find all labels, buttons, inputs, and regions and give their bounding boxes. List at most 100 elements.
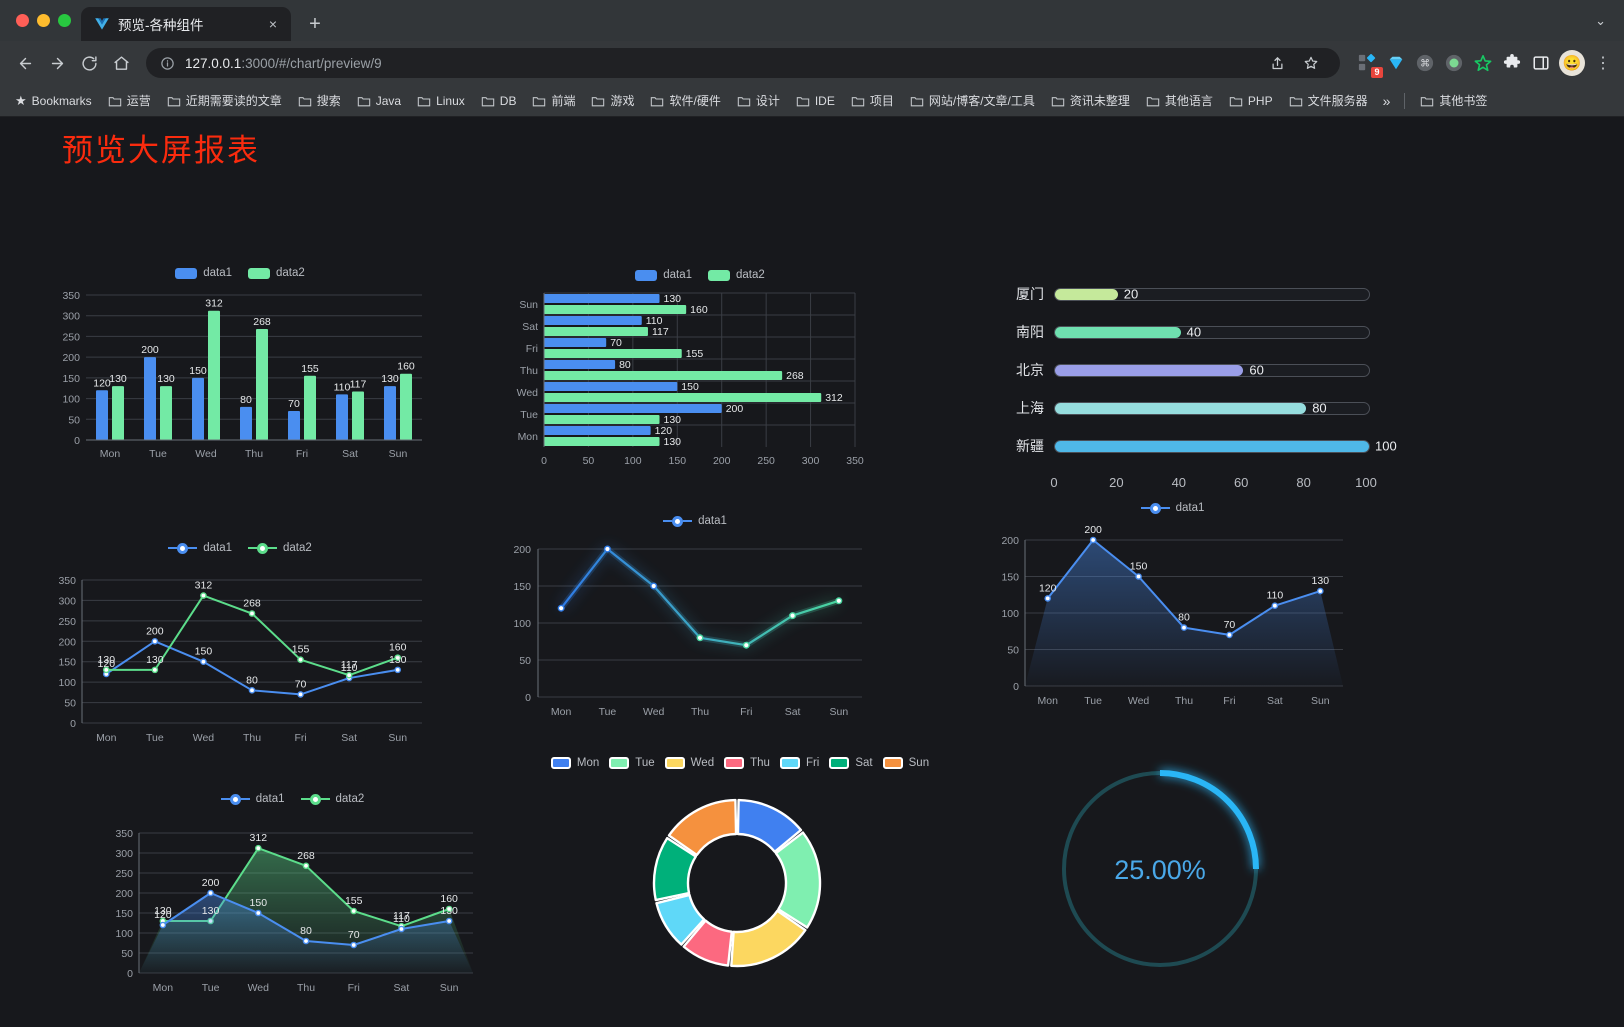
- address-bar[interactable]: 127.0.0.1:3000/#/chart/preview/9: [146, 48, 1340, 78]
- donut-legend-item[interactable]: Thu: [724, 757, 770, 769]
- donut-segment-Thu[interactable]: [682, 919, 733, 967]
- info-circle-icon[interactable]: [160, 56, 175, 71]
- axis-tick-label: 250: [115, 868, 133, 880]
- bookmark-item[interactable]: 其他语言: [1139, 89, 1220, 112]
- share-icon[interactable]: [1262, 48, 1292, 78]
- star-extension-icon[interactable]: [1472, 52, 1494, 74]
- data-point: [603, 545, 611, 553]
- sidepanel-icon[interactable]: [1530, 52, 1552, 74]
- reload-button[interactable]: [74, 48, 104, 78]
- axis-tick-label: Tue: [1084, 695, 1102, 707]
- bookmark-item[interactable]: 设计: [730, 89, 787, 112]
- area-chart-single: data1 0 50 100 150 200 120 200 150 80 70 110 130 Mon…: [985, 502, 1360, 717]
- profile-avatar[interactable]: 😀: [1559, 50, 1585, 76]
- minimize-window-button[interactable]: [37, 14, 50, 27]
- data-value-label: 155: [345, 895, 363, 907]
- axis-tick-label: 300: [802, 455, 820, 467]
- legend-dot-data1: [672, 515, 684, 527]
- donut-svg: [652, 798, 822, 968]
- bookmark-item[interactable]: 资讯未整理: [1044, 89, 1137, 112]
- star-outline-icon[interactable]: [1296, 48, 1326, 78]
- bookmarks-root[interactable]: ★ Bookmarks: [8, 90, 99, 112]
- bookmark-item[interactable]: 文件服务器: [1282, 89, 1375, 112]
- axis-tick-label: Wed: [193, 732, 215, 744]
- data-point: [200, 592, 207, 599]
- tab-close-button[interactable]: ×: [268, 16, 278, 32]
- bookmark-item[interactable]: 网站/博客/文章/工具: [903, 89, 1042, 112]
- donut-segment-Sun[interactable]: [667, 798, 738, 857]
- data-value-label: 200: [1084, 524, 1102, 536]
- legend-item-data1[interactable]: data1: [635, 269, 692, 281]
- other-bookmarks-folder[interactable]: 其他书签: [1413, 89, 1494, 112]
- axis-tick-label: 350: [62, 290, 80, 302]
- legend-item-data1[interactable]: data1: [168, 542, 232, 554]
- bookmark-label: 近期需要读的文章: [185, 94, 282, 108]
- legend-item-data1[interactable]: data1: [1140, 502, 1204, 514]
- donut-legend-item[interactable]: Tue: [609, 757, 655, 769]
- data-point: [1089, 536, 1097, 544]
- bookmark-item[interactable]: Linux: [410, 91, 472, 111]
- donut-legend-item[interactable]: Sat: [829, 757, 873, 769]
- folder-icon: [481, 94, 495, 108]
- data-value-label: 117: [341, 659, 358, 671]
- legend-item-data1[interactable]: data1: [220, 793, 285, 805]
- axis-tick-label: Sat: [1267, 695, 1283, 707]
- donut-segment-Sat[interactable]: [652, 836, 697, 902]
- donut-legend-swatch: [829, 757, 850, 769]
- grid-extension-icon[interactable]: 9: [1356, 52, 1383, 78]
- axis-tick-label: Sat: [785, 706, 801, 718]
- bookmark-item[interactable]: PHP: [1222, 91, 1280, 111]
- bookmark-item[interactable]: 软件/硬件: [643, 89, 727, 112]
- donut-legend-item[interactable]: Sun: [882, 757, 929, 769]
- bookmark-item[interactable]: DB: [474, 91, 524, 111]
- bookmark-item[interactable]: 前端: [525, 89, 582, 112]
- legend-item-data1[interactable]: data1: [175, 267, 232, 279]
- data-value-label: 70: [295, 678, 307, 690]
- bookmark-item[interactable]: 近期需要读的文章: [160, 89, 289, 112]
- vertical-bar-legend: data1 data2: [50, 267, 430, 279]
- data-value-label: 80: [240, 394, 252, 406]
- close-window-button[interactable]: [16, 14, 29, 27]
- donut-legend-item[interactable]: Fri: [779, 757, 819, 769]
- donut-segment-Wed[interactable]: [730, 909, 807, 968]
- browser-tab[interactable]: 预览-各种组件 ×: [81, 7, 291, 41]
- new-tab-button[interactable]: +: [309, 13, 321, 35]
- bookmark-item[interactable]: 项目: [844, 89, 901, 112]
- command-extension-icon[interactable]: ⌘: [1414, 52, 1436, 74]
- maximize-window-button[interactable]: [58, 14, 71, 27]
- legend-item-data1[interactable]: data1: [663, 515, 727, 527]
- bookmark-item[interactable]: 游戏: [584, 89, 641, 112]
- chevron-down-icon[interactable]: ⌄: [1595, 13, 1606, 28]
- axis-tick-label: 300: [58, 595, 76, 607]
- bar-data1: [336, 394, 348, 440]
- bookmark-item[interactable]: 搜索: [291, 89, 348, 112]
- circle-extension-icon[interactable]: [1443, 52, 1465, 74]
- bookmark-item[interactable]: Java: [350, 91, 408, 111]
- forward-button[interactable]: [42, 48, 72, 78]
- axis-tick-label: 300: [62, 311, 80, 323]
- donut-legend-item[interactable]: Mon: [550, 757, 599, 769]
- legend-item-data2[interactable]: data2: [248, 267, 305, 279]
- back-button[interactable]: [10, 48, 40, 78]
- diamond-extension-icon[interactable]: [1385, 52, 1407, 74]
- vertical-bar-chart: data1 data2 0 50 100 150 200 250 300 350 120 130 M…: [50, 267, 430, 487]
- donut-segment-Tue[interactable]: [774, 831, 822, 929]
- data-value-label: 130: [154, 905, 172, 917]
- bookmark-item[interactable]: IDE: [789, 91, 842, 111]
- bar-data2: [544, 437, 660, 446]
- folder-icon: [796, 94, 810, 108]
- browser-menu-icon[interactable]: ⋮: [1595, 55, 1611, 72]
- donut-legend-item[interactable]: Wed: [664, 757, 714, 769]
- bookmarks-overflow-button[interactable]: »: [1382, 92, 1391, 109]
- axis-tick-label: 0: [541, 455, 547, 467]
- legend-item-data2[interactable]: data2: [708, 269, 765, 281]
- legend-item-data2[interactable]: data2: [248, 542, 312, 554]
- home-button[interactable]: [106, 48, 136, 78]
- puzzle-extensions-icon[interactable]: [1501, 52, 1523, 74]
- donut-segment-Fri[interactable]: [655, 893, 706, 946]
- legend-item-data2[interactable]: data2: [300, 793, 364, 805]
- donut-segment-Mon[interactable]: [736, 798, 803, 853]
- axis-tick-label: Fri: [526, 343, 538, 355]
- bookmark-item[interactable]: 运营: [101, 89, 158, 112]
- legend-line-data1b: [1160, 507, 1170, 509]
